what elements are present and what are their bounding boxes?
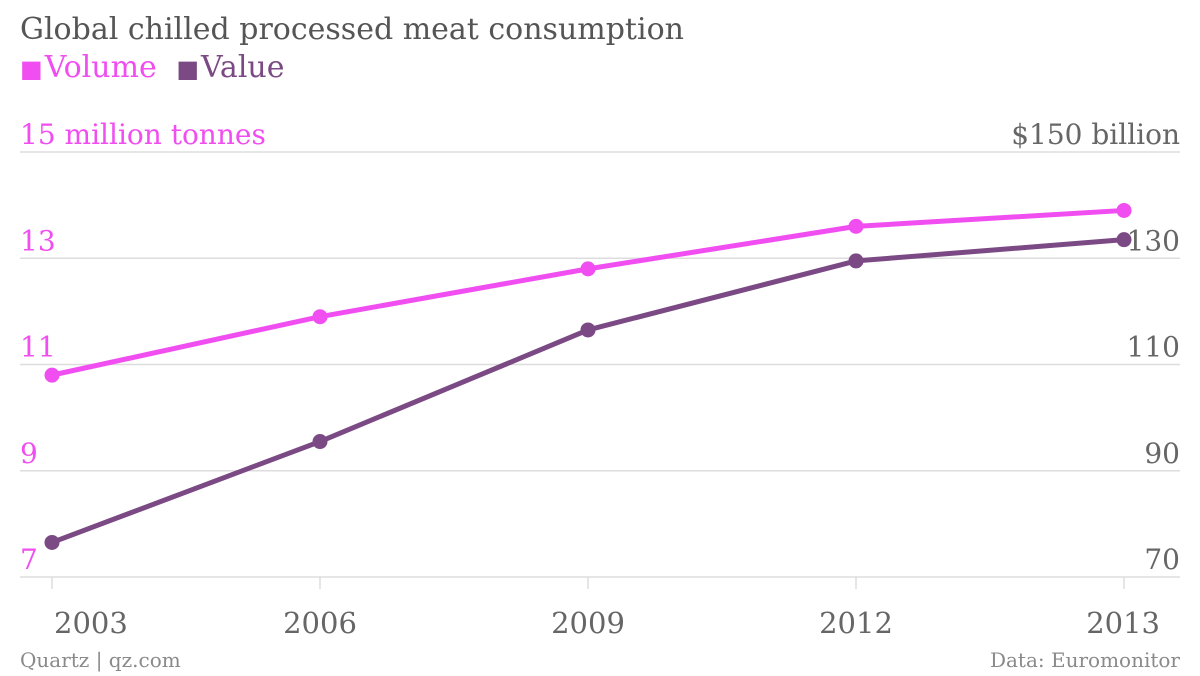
x-axis-tick-label: 2013 (1086, 606, 1160, 640)
left-axis-tick-label: 9 (20, 437, 38, 470)
series-line-volume (51, 207, 1125, 378)
right-axis-tick-label: 110 (1127, 331, 1180, 364)
left-axis-tick-label: 11 (20, 331, 56, 364)
data-point-value (848, 253, 864, 269)
chart-title: Global chilled processed meat consumptio… (20, 12, 684, 47)
left-axis-tick-label: 15 million tonnes (20, 118, 266, 151)
data-point-value (44, 534, 60, 550)
legend-item-volume: ■Volume (20, 50, 157, 85)
x-axis-tick-label: 2003 (54, 606, 128, 640)
footer-source-left: Quartz | qz.com (20, 648, 181, 672)
data-point-volume (1116, 202, 1132, 218)
data-point-volume (312, 309, 328, 325)
right-axis-tick-label: 70 (1144, 543, 1180, 576)
right-axis-tick-label: 130 (1127, 224, 1180, 257)
left-axis-tick-label: 7 (20, 543, 38, 576)
data-point-volume (848, 218, 864, 234)
data-point-volume (44, 367, 60, 383)
data-point-value (312, 434, 328, 450)
right-axis-tick-label: $150 billion (1011, 118, 1180, 151)
legend: ■Volume ■Value (20, 50, 294, 85)
x-axis-tick-label: 2006 (283, 606, 357, 640)
x-axis-tick-label: 2009 (551, 606, 625, 640)
data-point-volume (580, 261, 596, 277)
data-point-value (580, 322, 596, 338)
footer-source-right: Data: Euromonitor (989, 648, 1180, 672)
left-axis-tick-label: 13 (20, 224, 56, 257)
data-point-value (1116, 232, 1132, 248)
legend-label-value: Value (201, 50, 285, 85)
legend-swatch-volume: ■ (20, 55, 43, 83)
right-axis-tick-label: 90 (1144, 437, 1180, 470)
series-line-value (51, 237, 1125, 545)
legend-label-volume: Volume (44, 50, 157, 85)
legend-item-value: ■Value (176, 50, 284, 85)
legend-swatch-value: ■ (176, 55, 200, 83)
x-axis-tick-label: 2012 (819, 606, 893, 640)
